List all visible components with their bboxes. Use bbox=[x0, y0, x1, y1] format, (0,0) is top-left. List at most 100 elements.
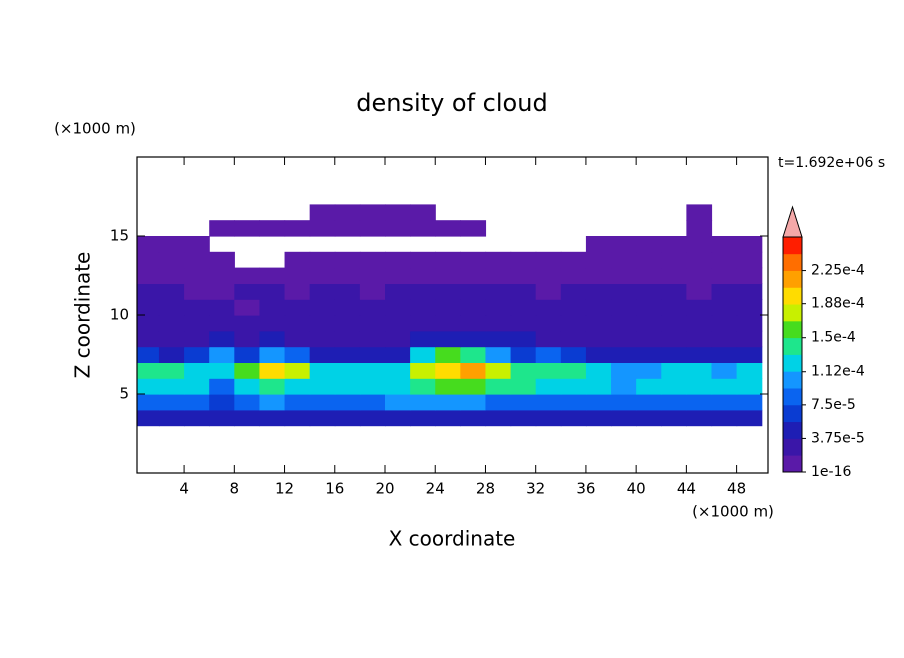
contour-cell bbox=[309, 220, 336, 237]
contour-cell bbox=[585, 283, 612, 300]
contour-cell bbox=[611, 378, 637, 395]
x-unit: (×1000 m) bbox=[692, 503, 774, 521]
contour-cell bbox=[359, 346, 386, 363]
contour-cell bbox=[385, 330, 411, 348]
contour-cell bbox=[158, 283, 185, 300]
contour-cell bbox=[284, 283, 311, 300]
contour-cell bbox=[636, 283, 662, 300]
contour-cell bbox=[485, 299, 512, 316]
contour-cell bbox=[309, 378, 336, 395]
contour-cell bbox=[209, 299, 235, 316]
contour-cell bbox=[309, 204, 336, 221]
contour-cell bbox=[158, 267, 185, 284]
colorbar-band bbox=[783, 270, 802, 288]
contour-cell bbox=[410, 315, 436, 332]
contour-cell bbox=[184, 251, 210, 269]
contour-cell bbox=[284, 362, 311, 379]
contour-cell bbox=[611, 346, 637, 363]
contour-cell bbox=[309, 251, 336, 269]
contour-cell bbox=[560, 330, 587, 348]
contour-cell bbox=[585, 394, 612, 411]
x-tick-label: 40 bbox=[627, 480, 646, 498]
contour-cell bbox=[686, 362, 713, 379]
contour-cell bbox=[485, 409, 512, 427]
contour-cell bbox=[209, 220, 235, 237]
contour-cell bbox=[435, 409, 461, 427]
x-tick-label: 4 bbox=[179, 480, 189, 498]
contour-cell bbox=[359, 409, 386, 427]
contour-cell bbox=[334, 362, 361, 379]
contour-cell bbox=[736, 362, 763, 379]
contour-cell bbox=[158, 346, 185, 363]
contour-cell bbox=[137, 315, 160, 332]
contour-cell bbox=[184, 394, 210, 411]
contour-cell bbox=[711, 315, 738, 332]
colorbar-band bbox=[783, 438, 802, 456]
contour-cell bbox=[259, 362, 286, 379]
contour-cell bbox=[485, 378, 512, 395]
contour-cell bbox=[435, 330, 461, 348]
contour-cell bbox=[158, 299, 185, 316]
contour-cell bbox=[636, 299, 662, 316]
contour-cell bbox=[460, 283, 487, 300]
contour-cell bbox=[309, 299, 336, 316]
contour-cell bbox=[158, 362, 185, 379]
colorbar-band bbox=[783, 253, 802, 271]
contour-cell bbox=[334, 251, 361, 269]
contour-cell bbox=[736, 346, 763, 363]
contour-cell bbox=[661, 299, 687, 316]
contour-cell bbox=[158, 251, 185, 269]
contour-cell bbox=[636, 378, 662, 395]
contour-cell bbox=[611, 267, 637, 284]
contour-cell bbox=[460, 394, 487, 411]
colorbar-band bbox=[783, 455, 802, 473]
contour-cell bbox=[585, 346, 612, 363]
contour-cell bbox=[460, 346, 487, 363]
contour-cell bbox=[309, 346, 336, 363]
contour-cell bbox=[209, 394, 235, 411]
contour-cell bbox=[259, 267, 286, 284]
contour-cell bbox=[209, 283, 235, 300]
contour-cell bbox=[234, 378, 261, 395]
contour-cell bbox=[711, 362, 738, 379]
contour-cell bbox=[184, 299, 210, 316]
contour-cell bbox=[535, 330, 562, 348]
contour-cell bbox=[137, 236, 160, 253]
contour-cell bbox=[510, 315, 537, 332]
contour-cell bbox=[636, 409, 662, 427]
contour-cell bbox=[359, 267, 386, 284]
contour-cell bbox=[385, 299, 411, 316]
contour-cell bbox=[711, 299, 738, 316]
contour-cell bbox=[158, 315, 185, 332]
contour-cell bbox=[435, 220, 461, 237]
contour-cell bbox=[736, 315, 763, 332]
contour-cell bbox=[711, 394, 738, 411]
contour-cell bbox=[158, 236, 185, 253]
contour-cell bbox=[259, 220, 286, 237]
contour-cell bbox=[284, 409, 311, 427]
contour-cell bbox=[137, 283, 160, 300]
colorbar-band bbox=[783, 320, 802, 339]
contour-cell bbox=[585, 299, 612, 316]
x-tick-label: 8 bbox=[230, 480, 240, 498]
contour-cell bbox=[510, 299, 537, 316]
contour-cell bbox=[209, 378, 235, 395]
contour-cell bbox=[359, 220, 386, 237]
colorbar-band bbox=[783, 354, 802, 372]
contour-cell bbox=[410, 362, 436, 379]
contour-cell bbox=[661, 315, 687, 332]
contour-cell bbox=[209, 409, 235, 427]
colorbar-band bbox=[783, 404, 802, 423]
contour-cell bbox=[137, 299, 160, 316]
contour-cell bbox=[334, 378, 361, 395]
contour-cell bbox=[435, 251, 461, 269]
contour-cell bbox=[636, 315, 662, 332]
contour-cell bbox=[334, 409, 361, 427]
y-unit: (×1000 m) bbox=[54, 120, 136, 138]
contour-cell bbox=[636, 330, 662, 348]
contour-cell bbox=[209, 251, 235, 269]
contour-cell bbox=[435, 267, 461, 284]
contour-cell bbox=[234, 299, 261, 316]
contour-cell bbox=[510, 394, 537, 411]
contour-cell bbox=[385, 394, 411, 411]
